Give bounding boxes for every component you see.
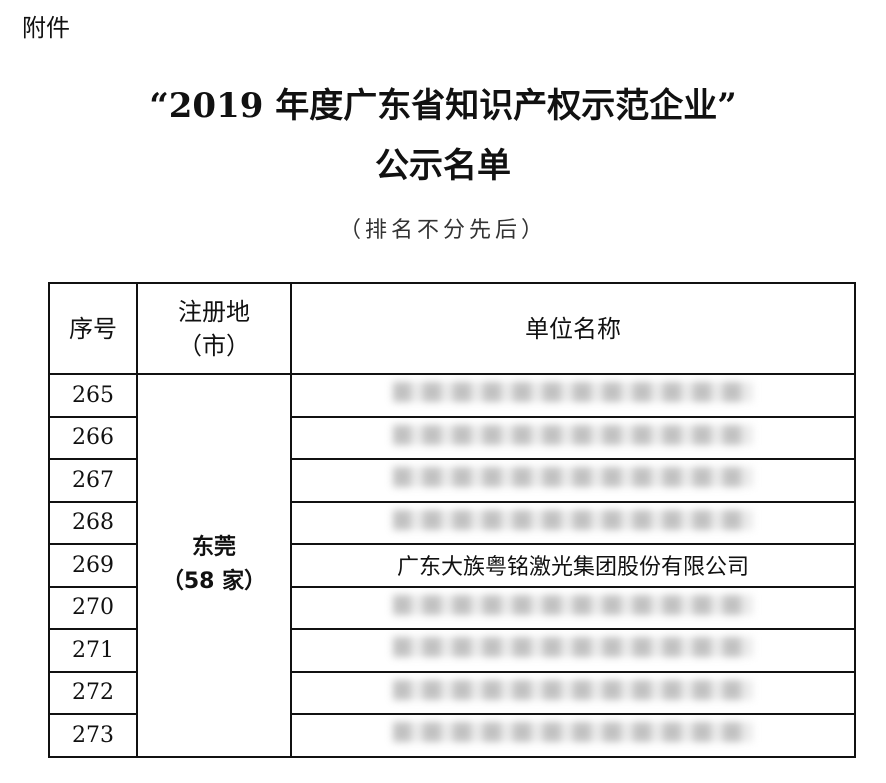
company-name-redacted [290,373,856,418]
header-city-line1: 注册地 [178,297,250,326]
blurred-text [393,509,753,530]
subtitle: （排名不分先后） [338,218,547,243]
row-index: 269 [48,543,138,588]
row-index: 268 [48,500,138,545]
company-table: 序号 注册地 （市） 单位名称 265 东莞 （58 家） 266 267 268 269 广东… [48,282,856,758]
row-index: 271 [48,628,138,673]
table-row: 266 [48,415,856,460]
company-name-redacted [290,670,856,715]
page-title: “2019 年度广东省知识产权示范企业” [149,86,737,126]
city-cell: 东莞 （58 家） [136,373,292,758]
table-row: 267 [48,458,856,503]
city-name: 东莞 [191,535,236,561]
row-index: 273 [48,713,138,758]
city-count: （58 家） [161,569,267,595]
blurred-text [393,722,753,743]
table-row: 270 [48,585,856,630]
header-city-line2: （市） [178,331,250,360]
company-name-redacted [290,458,856,503]
blurred-text [393,467,753,488]
page-title-line2: 公示名单 [375,146,511,186]
row-index: 265 [48,373,138,418]
row-index: 272 [48,670,138,715]
blurred-text [393,637,753,658]
table-row: 271 [48,628,856,673]
company-name-redacted [290,500,856,545]
table-row: 268 [48,500,856,545]
table-header-row: 序号 注册地 （市） 单位名称 [48,282,856,375]
row-index: 267 [48,458,138,503]
header-city: 注册地 （市） [136,282,292,375]
company-name-redacted [290,628,856,673]
header-index: 序号 [48,282,138,375]
table-row: 269 广东大族粤铭激光集团股份有限公司 [48,543,856,588]
company-name-redacted [290,585,856,630]
row-index: 270 [48,585,138,630]
blurred-text [393,679,753,700]
table-row: 273 [48,713,856,758]
blurred-text [393,382,753,403]
header-company: 单位名称 [290,282,856,375]
blurred-text [393,424,753,445]
blurred-text [393,594,753,615]
table-row: 265 东莞 （58 家） [48,373,856,758]
company-name-redacted [290,415,856,460]
row-index: 266 [48,415,138,460]
company-name-redacted [290,713,856,758]
company-name: 广东大族粤铭激光集团股份有限公司 [290,543,856,588]
attachment-label: 附件 [22,14,70,42]
table-row: 272 [48,670,856,715]
